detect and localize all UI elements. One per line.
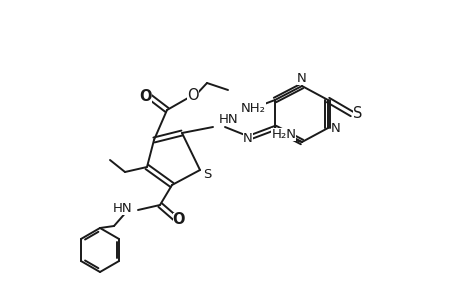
Text: S: S: [353, 106, 362, 121]
Text: HN: HN: [218, 112, 238, 125]
Text: N: N: [330, 122, 340, 134]
Text: N: N: [297, 71, 306, 85]
Text: S: S: [202, 169, 211, 182]
Text: O: O: [140, 88, 152, 104]
Text: N: N: [243, 131, 252, 145]
Text: NH₂: NH₂: [240, 101, 265, 115]
Text: O: O: [173, 212, 185, 227]
Text: H₂N: H₂N: [271, 128, 296, 140]
Text: HN: HN: [112, 202, 132, 214]
Text: O: O: [187, 88, 198, 103]
